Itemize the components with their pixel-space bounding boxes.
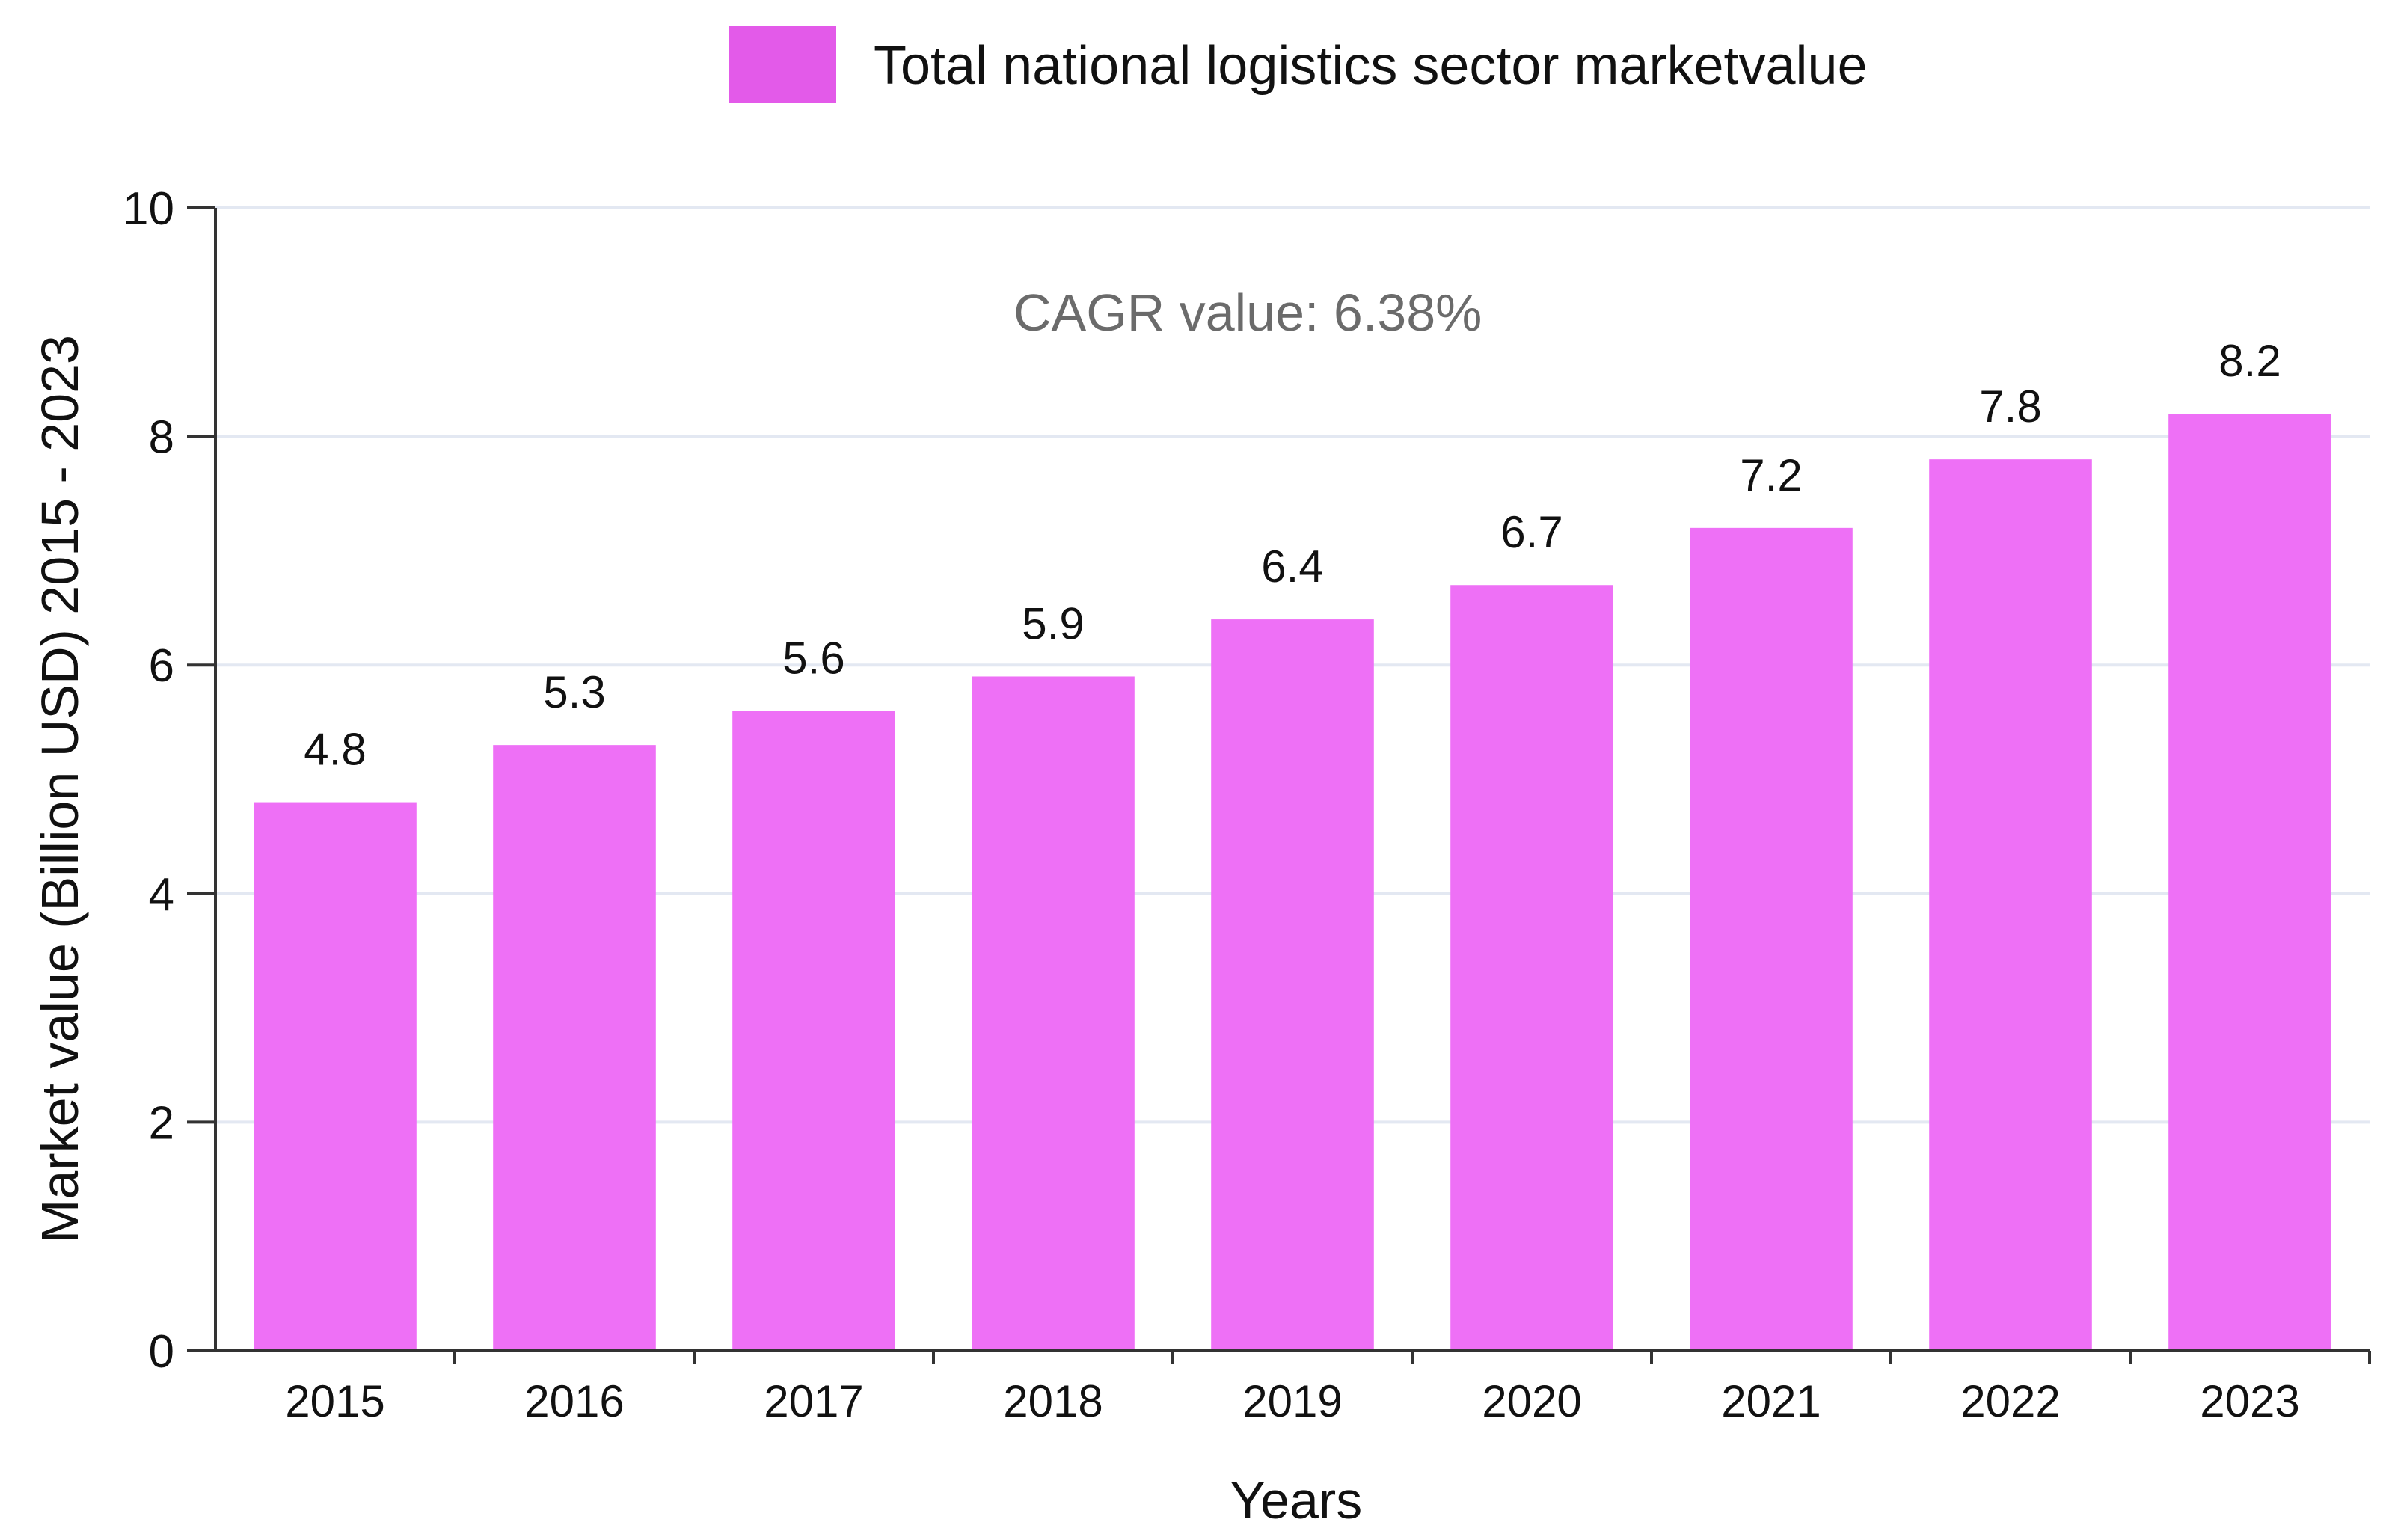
x-tick-label: 2022	[1960, 1376, 2060, 1426]
data-label: 5.3	[543, 667, 605, 717]
y-tick-label: 4	[149, 869, 174, 921]
bar	[2168, 414, 2331, 1351]
legend-label: Total national logistics sector marketva…	[874, 36, 1868, 96]
data-label: 7.8	[1979, 381, 2041, 432]
x-tick-label: 2020	[1482, 1376, 1581, 1426]
x-tick-label: 2018	[1003, 1376, 1103, 1426]
bar	[1690, 527, 1853, 1351]
data-label: 6.7	[1500, 507, 1563, 557]
bar	[972, 676, 1135, 1351]
data-label: 5.9	[1022, 598, 1084, 648]
y-axis-title: Market value (Billion USD) 2015 - 2023	[31, 335, 89, 1243]
y-tick-label: 8	[149, 412, 174, 464]
x-tick-label: 2023	[2200, 1376, 2299, 1426]
y-tick-label: 2	[149, 1097, 174, 1149]
y-tick-label: 0	[149, 1326, 174, 1378]
x-tick-label: 2015	[285, 1376, 384, 1426]
data-label: 8.2	[2218, 336, 2281, 386]
x-tick-label: 2016	[524, 1376, 624, 1426]
bar	[732, 711, 895, 1351]
y-tick-label: 6	[149, 640, 174, 692]
bar	[1929, 459, 2092, 1352]
bars	[254, 414, 2331, 1352]
x-tick-label: 2017	[764, 1376, 863, 1426]
cagr-annotation: CAGR value: 6.38%	[1013, 283, 1482, 342]
x-tick-label: 2021	[1721, 1376, 1821, 1426]
data-label: 5.6	[782, 633, 844, 683]
x-tick-label: 2019	[1242, 1376, 1342, 1426]
bar	[493, 745, 656, 1351]
bar	[254, 802, 417, 1351]
data-labels: 4.8 5.3 5.6 5.9 6.4 6.7 7.2 7.8 8.2	[304, 336, 2281, 775]
data-label: 6.4	[1261, 542, 1323, 592]
bar	[1450, 585, 1613, 1351]
data-label: 7.2	[1740, 450, 1802, 500]
axes: 0 2 4 6 8 10 2015 2016 2017 2018 2019 2020 2021 2022 2…	[123, 183, 2371, 1426]
x-axis-title: Years	[1230, 1471, 1362, 1530]
y-tick-label: 10	[123, 183, 174, 235]
bar	[1211, 619, 1374, 1351]
legend: Total national logistics sector marketva…	[729, 26, 1868, 103]
data-label: 4.8	[304, 725, 366, 775]
legend-swatch	[729, 26, 836, 103]
